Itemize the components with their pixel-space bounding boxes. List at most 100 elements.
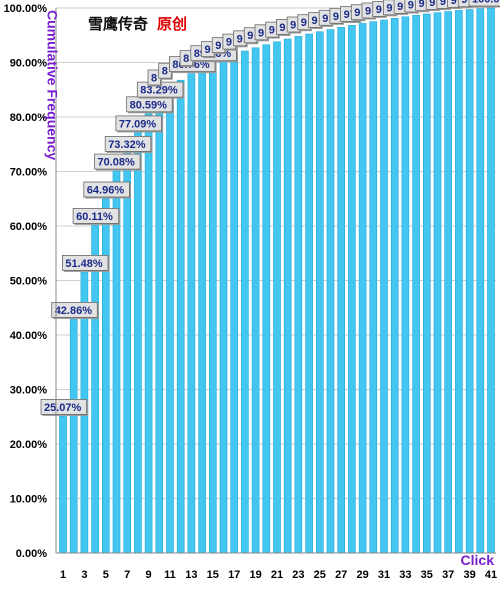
data-label-text: 77.09%	[119, 118, 157, 130]
bar	[455, 10, 463, 554]
data-label-box	[457, 0, 472, 8]
bar	[198, 67, 206, 554]
x-tick-label: 35	[421, 569, 433, 581]
x-tick-label: 21	[271, 569, 283, 581]
bar	[262, 44, 271, 554]
bar	[487, 7, 495, 554]
data-label: 83.29%	[136, 81, 185, 99]
data-label-text: 9	[419, 0, 425, 10]
y-tick-label: 80.00%	[10, 112, 48, 124]
x-tick-label: 39	[463, 569, 475, 581]
x-tick-label: 29	[356, 569, 368, 581]
data-label-box	[62, 254, 109, 271]
data-label-text: 9	[451, 0, 457, 7]
data-label: 42.86%	[51, 301, 99, 319]
bar	[273, 41, 281, 554]
data-label-text: 9	[376, 4, 382, 16]
bar	[369, 21, 378, 554]
data-label-box	[51, 301, 98, 318]
data-label-text: 8	[183, 53, 189, 65]
data-label-text: 9	[429, 0, 435, 9]
x-tick-label: 19	[249, 569, 261, 581]
data-label-box	[40, 398, 87, 415]
data-label-text: 42.86%	[55, 305, 93, 317]
watermark-part2: 原创	[157, 15, 187, 33]
bar	[155, 98, 164, 554]
x-tick-label: 5	[103, 569, 109, 581]
data-label-text: 64.96%	[87, 185, 125, 197]
data-label-text: 73.32%	[108, 139, 146, 151]
bar	[134, 132, 142, 554]
x-tick-label: 31	[378, 569, 390, 581]
data-label-box	[447, 0, 461, 8]
data-label-text: 9	[397, 1, 403, 13]
y-tick-label: 20.00%	[10, 439, 48, 451]
data-label-text: 100.00%	[472, 0, 500, 6]
bar	[166, 86, 174, 554]
bar	[422, 13, 431, 554]
bar	[433, 12, 442, 554]
data-label: 51.48%	[62, 254, 110, 272]
y-tick-label: 0.00%	[16, 548, 47, 560]
data-label: 70.08%	[94, 153, 142, 171]
data-label: 9	[275, 18, 291, 36]
data-label-text: 70.08%	[98, 157, 136, 169]
x-tick-label: 37	[442, 569, 454, 581]
data-label-text: 9	[290, 20, 296, 32]
bar	[219, 58, 228, 554]
data-label-text: 9	[205, 44, 211, 56]
data-label-box	[104, 135, 152, 152]
data-label-box	[83, 181, 130, 198]
bar	[59, 416, 67, 554]
data-label-text: 9	[312, 15, 318, 27]
bar	[476, 8, 485, 554]
bar	[241, 50, 249, 554]
data-label-text: 60.11%	[76, 211, 113, 223]
data-label-text: 51.48%	[65, 258, 103, 270]
data-label-box	[94, 153, 141, 170]
y-tick-label: 90.00%	[10, 58, 48, 70]
y-tick-label: 60.00%	[10, 221, 48, 233]
bar	[69, 319, 78, 554]
data-label-text: 9	[247, 30, 253, 42]
y-tick-label: 50.00%	[10, 276, 48, 288]
data-label-text: 9	[226, 37, 232, 49]
y-tick-label: 40.00%	[10, 330, 48, 342]
data-label-text: 9	[461, 0, 467, 6]
bar	[230, 54, 238, 554]
x-tick-label: 41	[485, 569, 497, 581]
x-tick-label: 3	[81, 569, 87, 581]
data-label-text: 9	[215, 40, 221, 52]
x-tick-label: 1	[60, 569, 66, 581]
bar	[102, 198, 110, 554]
x-tick-label: 33	[399, 569, 411, 581]
bar	[401, 16, 410, 554]
y-tick-label: 10.00%	[10, 494, 48, 506]
bar	[144, 113, 153, 554]
data-label-text: 8	[162, 66, 168, 78]
x-tick-label: 23	[292, 569, 304, 581]
data-label-box	[115, 115, 162, 132]
bar	[337, 27, 346, 554]
data-label-text: 9	[408, 0, 414, 12]
bar	[251, 47, 260, 554]
data-label-text: 9	[279, 22, 285, 34]
data-label: 9	[457, 0, 473, 9]
y-tick-label: 70.00%	[10, 167, 48, 179]
data-label-text: 83.29%	[140, 85, 178, 97]
y-axis-title: Cumulative Frequency	[45, 10, 61, 160]
x-tick-label: 7	[124, 569, 130, 581]
bar	[326, 29, 335, 554]
data-labels: 25.07% 42.86% 51.48% 60.11% 64.96% 70.08% 73.3…	[40, 0, 500, 416]
data-label-text: 9	[269, 25, 275, 37]
data-label: 64.96%	[83, 181, 131, 199]
bar	[209, 62, 217, 554]
data-label-text: 9	[301, 17, 307, 29]
data-label-text: 9	[237, 33, 243, 45]
data-label: 73.32%	[104, 135, 153, 153]
data-label: 100.00%	[468, 0, 500, 8]
bar	[187, 73, 196, 554]
data-label-text: 9	[354, 7, 360, 19]
